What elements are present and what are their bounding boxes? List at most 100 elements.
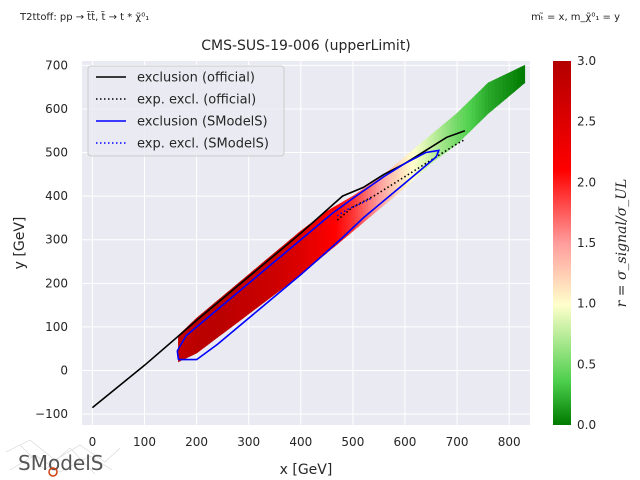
y-tick-label: 100 xyxy=(45,320,68,334)
chart-title: CMS-SUS-19-006 (upperLimit) xyxy=(201,38,411,54)
heatmap-cell xyxy=(295,232,299,280)
series-lines xyxy=(91,129,466,409)
heatmap-cell xyxy=(240,278,244,321)
heatmap-cell xyxy=(227,289,231,331)
heatmap-cell xyxy=(232,284,236,327)
heatmap-cell xyxy=(245,273,249,317)
heatmap-cell xyxy=(300,228,304,276)
y-tick-label: −100 xyxy=(35,407,68,421)
heatmap-cell xyxy=(448,117,453,151)
heatmap-cell xyxy=(198,313,203,352)
logo-text: SModelS xyxy=(18,451,103,475)
heatmap-cell xyxy=(230,287,234,329)
heatmap-cell xyxy=(201,311,205,350)
colorbar-tick-label: 3.0 xyxy=(577,54,596,68)
heatmap-cell xyxy=(498,75,504,105)
chart-header-left-note: T2ttoff: pp → t̃t̃, t̃ → t * χ̃⁰₁ xyxy=(20,12,150,23)
heatmap-cell xyxy=(225,291,229,333)
heatmap-cell xyxy=(292,234,296,282)
heatmap-cell xyxy=(282,243,286,289)
legend-label: exclusion (official) xyxy=(137,71,255,86)
heatmap-cell xyxy=(308,222,312,269)
y-tick-label: 300 xyxy=(45,233,68,247)
x-tick-label: 800 xyxy=(498,435,521,449)
heatmap-cell xyxy=(451,114,455,149)
legend-label: exp. excl. (official) xyxy=(137,93,256,108)
heatmap-cell xyxy=(222,293,226,335)
x-tick-label: 200 xyxy=(185,435,208,449)
series-line-exclusion-smodels xyxy=(176,149,441,361)
heatmap-cell xyxy=(513,68,518,93)
heatmap-cell xyxy=(303,226,307,274)
heatmap-cell xyxy=(263,258,268,303)
colorbar-tick-label: 2.0 xyxy=(577,175,596,189)
heatmap-cell xyxy=(520,64,526,87)
legend-box xyxy=(87,65,285,157)
heatmap-cell xyxy=(211,302,216,342)
heatmap-cell xyxy=(475,91,480,127)
x-tick-label: 400 xyxy=(289,435,312,449)
heatmap-cell xyxy=(484,82,489,118)
heatmap-cell xyxy=(276,247,281,293)
heatmap-cell xyxy=(196,315,200,354)
heatmap-cell xyxy=(251,269,255,313)
series-line-exp-excl-official xyxy=(336,138,466,221)
heatmap-cell xyxy=(214,300,218,340)
x-axis-label: x [GeV] xyxy=(280,462,333,478)
heatmap-cell xyxy=(271,252,276,297)
heatmap-cell xyxy=(469,97,474,133)
y-tick-label: 400 xyxy=(45,189,68,203)
series-line-exclusion-official xyxy=(91,129,466,409)
heatmap-cell xyxy=(459,106,464,142)
heatmap-cell xyxy=(279,245,283,291)
heatmap-cell xyxy=(310,220,315,267)
y-tick-label: 0 xyxy=(60,364,68,378)
colorbar-label: r = σ_signal/σ_UL xyxy=(614,179,630,308)
heatmap-cell xyxy=(454,112,458,147)
heatmap-cell xyxy=(344,198,349,239)
colorbar-tick-label: 0.5 xyxy=(577,357,596,371)
y-axis-label: y [GeV] xyxy=(12,217,28,270)
heatmap-cell xyxy=(287,239,291,285)
colorbar-tick-label: 1.5 xyxy=(577,236,596,250)
x-tick-label: 500 xyxy=(341,435,364,449)
legend-label: exclusion (SModelS) xyxy=(137,115,268,130)
heatmap-cell xyxy=(274,249,278,295)
heatmap-cell xyxy=(456,109,461,145)
heatmap-cell xyxy=(509,70,515,96)
heatmap-cell xyxy=(243,276,247,319)
heatmap-cell xyxy=(517,66,522,90)
heatmap-cell xyxy=(217,297,221,339)
heatmap-cell xyxy=(235,282,239,325)
heatmap-cell xyxy=(206,306,210,346)
x-tick-label: 300 xyxy=(237,435,260,449)
y-tick-label: 700 xyxy=(45,58,68,72)
heatmap-cell xyxy=(266,256,270,301)
heatmap-cell xyxy=(238,280,242,323)
heatmap-cell xyxy=(219,295,223,336)
heatmap-cell xyxy=(502,73,507,102)
colorbar-tick-label: 1.0 xyxy=(577,297,596,311)
y-tick-label: 200 xyxy=(45,276,68,290)
heatmap-cell xyxy=(269,254,273,299)
smodels-logo: SModelS xyxy=(5,439,121,477)
heatmap-cell xyxy=(506,71,511,99)
y-tick-label: 500 xyxy=(45,146,68,160)
x-tick-label: 700 xyxy=(446,435,469,449)
heatmap-cell xyxy=(487,80,493,114)
heatmap-cell xyxy=(290,236,294,284)
heatmap xyxy=(178,64,526,363)
heatmap-cell xyxy=(284,241,289,288)
x-tick-label: 0 xyxy=(89,435,97,449)
x-tick-label: 600 xyxy=(394,435,417,449)
heatmap-cell xyxy=(313,218,317,265)
legend: exclusion (official) exp. excl. (official… xyxy=(87,65,285,157)
heatmap-cell xyxy=(491,78,496,111)
colorbar xyxy=(553,61,571,425)
heatmap-cell xyxy=(305,224,309,271)
heatmap-cell xyxy=(466,100,470,136)
legend-label: exp. excl. (SModelS) xyxy=(137,137,269,152)
heatmap-cell xyxy=(209,304,213,344)
heatmap-cell xyxy=(495,77,500,108)
